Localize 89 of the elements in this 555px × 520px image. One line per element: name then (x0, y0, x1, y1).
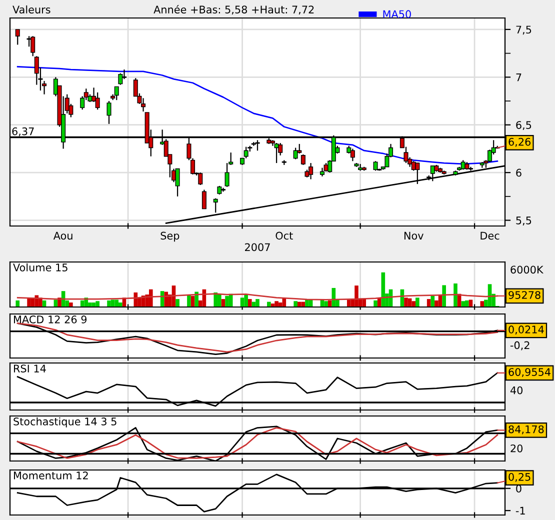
x-tick-label: Oct (276, 232, 293, 240)
bar (274, 301, 278, 307)
text: 20 (510, 444, 523, 452)
bar (412, 301, 416, 307)
candlestick (293, 147, 298, 160)
chart-subtitle: Année +Bas: 5,58 +Haut: 7,72 (154, 5, 314, 15)
bar (80, 300, 84, 307)
candlestick (118, 72, 123, 86)
candlestick (121, 68, 128, 80)
bar (218, 294, 222, 307)
candlestick (373, 160, 378, 172)
bar (324, 301, 328, 307)
x-tick-label: Nov (404, 232, 424, 240)
annotation: 84,178 (508, 425, 544, 434)
annotation: 95278 (508, 291, 540, 299)
candlestick (95, 92, 100, 110)
annotation: Momentum 12 (14, 472, 88, 480)
bar (461, 301, 466, 307)
bar (267, 302, 271, 307)
bar (465, 300, 469, 307)
bar (228, 294, 233, 307)
ref-line-label: 6,37 (12, 127, 34, 136)
bar (305, 300, 309, 307)
bar (346, 300, 351, 307)
bar (118, 302, 122, 307)
candlestick (106, 100, 112, 124)
candlestick (30, 36, 36, 57)
text: Volume 15 (13, 263, 68, 272)
bar (164, 292, 168, 307)
bar (69, 302, 73, 307)
bar (328, 300, 332, 307)
candlestick (114, 86, 119, 101)
bar (442, 285, 446, 307)
candlestick (224, 162, 230, 188)
bar (248, 299, 252, 307)
x-tick-label: Aou (53, 232, 72, 240)
candlestick (15, 28, 20, 46)
bar (148, 289, 153, 307)
bar (426, 299, 431, 307)
bar (225, 296, 229, 307)
y-tick-label: -1 (516, 506, 525, 515)
candlestick (198, 172, 203, 186)
bar (176, 299, 180, 307)
bar (114, 300, 119, 307)
x-tick-label: Sep (160, 232, 180, 242)
bar (278, 302, 282, 307)
y-tick-label: 7 (516, 74, 522, 82)
annotation: MACD 12 26 9 (14, 316, 87, 324)
bar (96, 301, 100, 307)
candlestick (202, 189, 206, 210)
text: 6000K (510, 266, 544, 274)
annotation: 0,0214 (508, 326, 544, 334)
bar (374, 300, 378, 307)
text: RSI 14 (14, 364, 46, 372)
bar (256, 299, 260, 307)
x-tick-label: Dec (480, 232, 500, 240)
y-tick-label: 6 (516, 168, 522, 177)
candlestick (175, 168, 180, 197)
chart-title: Valeurs (12, 5, 50, 14)
bar (214, 292, 218, 307)
candlestick (350, 148, 355, 162)
candlestick (308, 162, 314, 180)
annotation: 60,9554 (508, 368, 550, 378)
bar (454, 283, 458, 307)
candlestick (141, 98, 146, 112)
bar (194, 292, 198, 307)
text: 40 (510, 386, 523, 394)
bar (294, 301, 298, 307)
bar (187, 294, 191, 307)
bar (480, 301, 484, 307)
bar (404, 298, 408, 307)
x-axis-title: 2007 (245, 243, 270, 252)
y-tick-label: 5,5 (516, 216, 532, 226)
annotation: 0,25 (508, 472, 530, 482)
candlestick (297, 143, 302, 154)
annotation: Stochastique 14 3 5 (14, 417, 116, 428)
bar (107, 300, 111, 307)
bar (416, 298, 420, 307)
legend-label: MA50 (383, 10, 411, 18)
bar (297, 302, 302, 307)
annotation: 6,26 (508, 138, 531, 147)
bar (354, 286, 358, 307)
bar (244, 294, 248, 307)
y-tick-label: 7,5 (516, 26, 532, 35)
y-tick-label: 6,5 (516, 121, 532, 130)
candlestick (300, 154, 306, 166)
text: -0,2 (510, 341, 530, 350)
candlestick (213, 198, 218, 214)
bar (16, 300, 20, 307)
